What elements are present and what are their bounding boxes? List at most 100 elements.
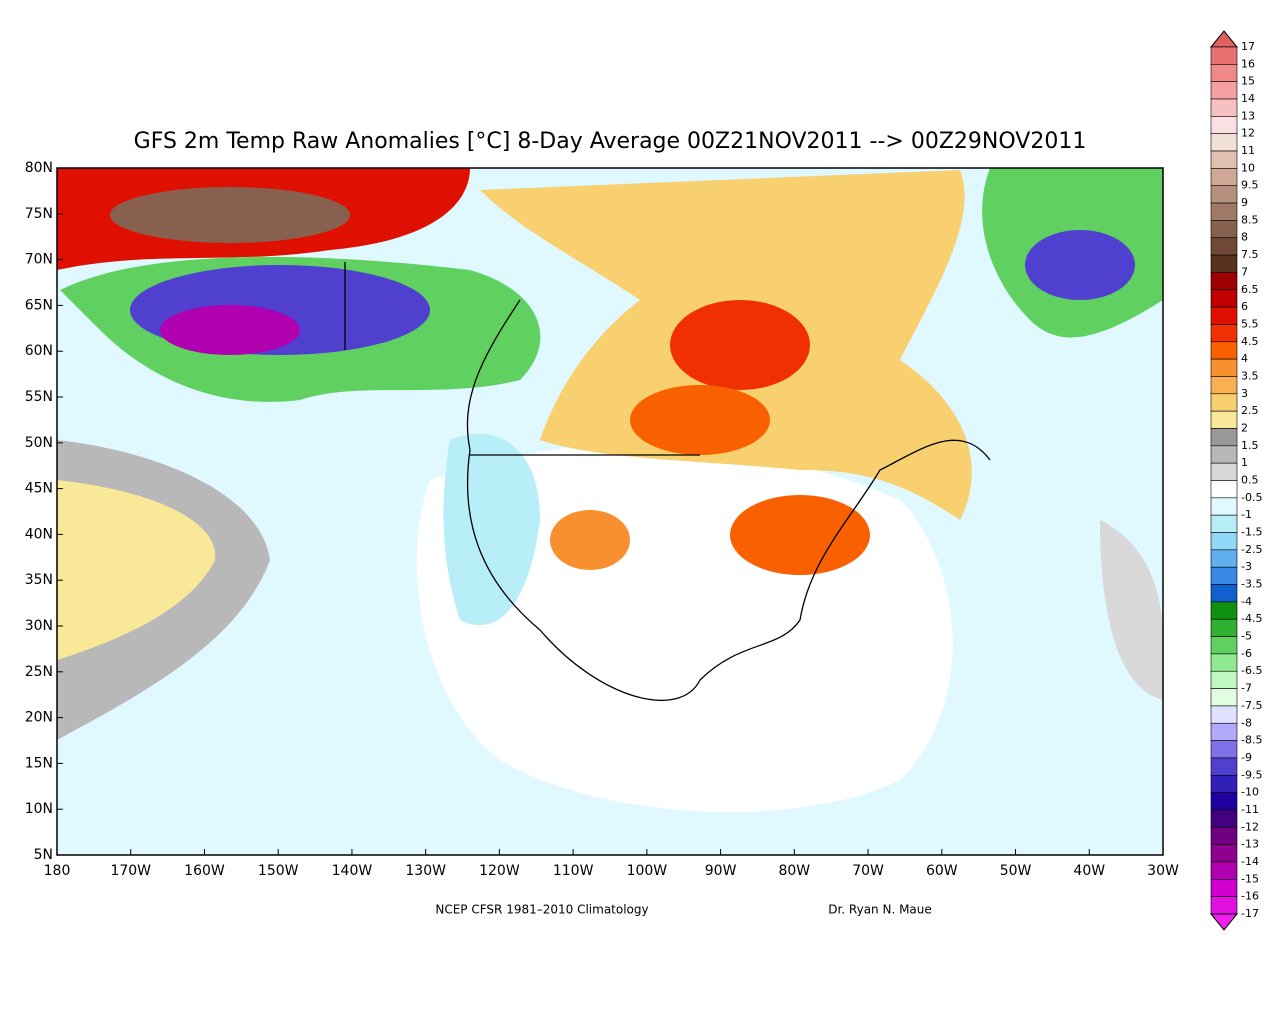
colorbar-box bbox=[1210, 740, 1238, 759]
colorbar-box bbox=[1210, 896, 1238, 915]
field-purple bbox=[1025, 230, 1135, 300]
colorbar-label: -9 bbox=[1241, 751, 1252, 764]
colorbar-box bbox=[1210, 46, 1238, 65]
colorbar-label: 0.5 bbox=[1241, 474, 1259, 487]
colorbar-box bbox=[1210, 428, 1238, 447]
colorbar-label: 17 bbox=[1241, 40, 1255, 53]
colorbar-box bbox=[1210, 289, 1238, 308]
colorbar-box bbox=[1210, 306, 1238, 325]
colorbar-box bbox=[1210, 81, 1238, 100]
colorbar-label: 2 bbox=[1241, 421, 1248, 434]
x-tick-label: 70W bbox=[852, 863, 884, 879]
x-tick-label: 110W bbox=[553, 863, 594, 879]
colorbar-box bbox=[1210, 861, 1238, 880]
colorbar-label: 9 bbox=[1241, 196, 1248, 209]
colorbar-label: 8.5 bbox=[1241, 213, 1259, 226]
colorbar-box bbox=[1210, 601, 1238, 620]
colorbar-label: 11 bbox=[1241, 144, 1255, 157]
colorbar-box bbox=[1210, 254, 1238, 273]
y-tick-label: 10N bbox=[25, 801, 53, 817]
colorbar-box bbox=[1210, 462, 1238, 481]
colorbar-label: -7 bbox=[1241, 682, 1252, 695]
colorbar-label: -5 bbox=[1241, 630, 1252, 643]
y-tick-label: 65N bbox=[25, 297, 53, 313]
colorbar-label: -2.5 bbox=[1241, 543, 1262, 556]
colorbar-box bbox=[1210, 879, 1238, 897]
colorbar-label: -0.5 bbox=[1241, 491, 1262, 504]
field-orange bbox=[630, 385, 770, 455]
y-tick-label: 5N bbox=[34, 847, 53, 863]
colorbar-box bbox=[1210, 150, 1238, 169]
colorbar-box bbox=[1210, 670, 1238, 689]
colorbar-box bbox=[1210, 324, 1238, 343]
colorbar-box bbox=[1210, 445, 1238, 464]
x-tick-label: 40W bbox=[1073, 863, 1105, 879]
colorbar-box bbox=[1210, 774, 1238, 793]
field-red bbox=[670, 300, 810, 390]
colorbar-box bbox=[1210, 202, 1238, 221]
x-tick-label: 160W bbox=[184, 863, 225, 879]
colorbar-label: -4 bbox=[1241, 595, 1252, 608]
colorbar-label: -3.5 bbox=[1241, 578, 1262, 591]
colorbar-box bbox=[1210, 497, 1238, 516]
y-tick-label: 70N bbox=[25, 252, 53, 268]
colorbar-label: 3 bbox=[1241, 387, 1248, 400]
colorbar-label: 5.5 bbox=[1241, 317, 1259, 330]
colorbar-box bbox=[1210, 185, 1238, 204]
colorbar-label: -7.5 bbox=[1241, 699, 1262, 712]
x-tick-label: 30W bbox=[1147, 863, 1179, 879]
colorbar-label: 6 bbox=[1241, 300, 1248, 313]
colorbar-label: -15 bbox=[1241, 872, 1259, 885]
field-orange bbox=[550, 510, 630, 570]
colorbar-label: 12 bbox=[1241, 127, 1255, 140]
x-tick-label: 130W bbox=[405, 863, 446, 879]
colorbar-box bbox=[1210, 688, 1238, 707]
axes-and-legend: 180 170W 160W 150W 140W 130W 120W 110W 100W 90W 80… bbox=[25, 30, 1262, 931]
colorbar-box bbox=[1210, 358, 1238, 377]
field-yellow bbox=[57, 480, 216, 660]
colorbar-label: 7 bbox=[1241, 265, 1248, 278]
colorbar-label: 1 bbox=[1241, 456, 1248, 469]
colorbar-label: -12 bbox=[1241, 820, 1259, 833]
colorbar-label: 10 bbox=[1241, 161, 1255, 174]
colorbar-end bbox=[1209, 30, 1239, 48]
colorbar-label: 15 bbox=[1241, 75, 1255, 88]
map-frame bbox=[56, 167, 1164, 856]
colorbar-box bbox=[1210, 722, 1238, 741]
colorbar-label: 9.5 bbox=[1241, 179, 1259, 192]
colorbar-box bbox=[1210, 705, 1238, 724]
x-tick-label: 140W bbox=[332, 863, 373, 879]
colorbar-box bbox=[1210, 133, 1238, 152]
colorbar-label: 2.5 bbox=[1241, 404, 1259, 417]
colorbar-label: 14 bbox=[1241, 92, 1255, 105]
colorbar-label: -8 bbox=[1241, 716, 1252, 729]
colorbar-box bbox=[1210, 480, 1238, 499]
colorbar-box bbox=[1210, 98, 1238, 117]
colorbar-label: -4.5 bbox=[1241, 612, 1262, 625]
colorbar-label: -13 bbox=[1241, 838, 1259, 851]
x-tick-label: 80W bbox=[778, 863, 810, 879]
colorbar-box bbox=[1210, 826, 1238, 845]
colorbar-label: 1.5 bbox=[1241, 439, 1259, 452]
colorbar-box bbox=[1210, 792, 1238, 811]
x-tick-label: 100W bbox=[627, 863, 668, 879]
colorbar-label: -6.5 bbox=[1241, 664, 1262, 677]
colorbar-label: -1 bbox=[1241, 508, 1252, 521]
colorbar-box bbox=[1210, 341, 1238, 360]
colorbar-label: 3.5 bbox=[1241, 369, 1259, 382]
x-tick-label: 90W bbox=[705, 863, 737, 879]
colorbar-label: -6 bbox=[1241, 647, 1252, 660]
y-tick-label: 30N bbox=[25, 618, 53, 634]
colorbar-box bbox=[1210, 844, 1238, 863]
colorbar-label: 16 bbox=[1241, 57, 1255, 70]
y-tick-label: 15N bbox=[25, 755, 53, 771]
y-tick-label: 20N bbox=[25, 710, 53, 726]
colorbar-label: -8.5 bbox=[1241, 734, 1262, 747]
colorbar-label: -17 bbox=[1241, 907, 1259, 920]
y-tick-label: 40N bbox=[25, 526, 53, 542]
field-gray bbox=[1100, 520, 1163, 700]
x-tick-label: 170W bbox=[110, 863, 151, 879]
y-tick-label: 35N bbox=[25, 572, 53, 588]
colorbar-label: -14 bbox=[1241, 855, 1259, 868]
colorbar-label: 6.5 bbox=[1241, 283, 1259, 296]
